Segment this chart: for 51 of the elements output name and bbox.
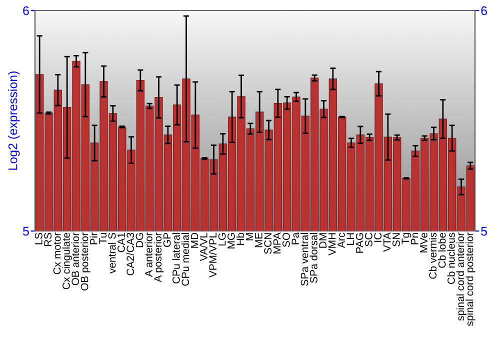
x-tick-label: IC bbox=[374, 232, 382, 242]
x-tick-label: VMH bbox=[328, 233, 336, 256]
x-tick-label: ME bbox=[255, 232, 262, 248]
x-tick-label: Cx motor bbox=[53, 232, 61, 274]
x-tick-label: DG bbox=[136, 233, 144, 248]
x-tick-label: PAG bbox=[356, 233, 364, 253]
x-tick-label: CPu lateral bbox=[172, 233, 180, 284]
x-tick-label: VA/VL bbox=[200, 232, 208, 262]
x-tick-label: Tu bbox=[99, 233, 107, 244]
x-tick-label: CPu medial bbox=[181, 233, 190, 286]
x-tick-label: CA2/CA3 bbox=[126, 232, 134, 276]
y2-tick-label: 6 bbox=[481, 6, 487, 16]
x-tick-label: A anterior bbox=[144, 232, 152, 277]
y2-tick-label: 5 bbox=[481, 226, 487, 236]
x-tick-label: spinal cord anterior bbox=[456, 232, 466, 321]
x-tick-label: OB posterior bbox=[80, 232, 90, 290]
x-tick-label: VPM/VPL bbox=[208, 232, 217, 278]
x-tick-label: ventral S bbox=[108, 232, 116, 274]
x-tick-label: SPa ventral bbox=[300, 233, 308, 286]
x-tick-label: OB anterior bbox=[71, 232, 80, 286]
x-tick-label: MPA bbox=[273, 232, 281, 254]
x-tick-label: Cb nucleus bbox=[447, 232, 455, 284]
x-tick-label: VTA bbox=[383, 232, 391, 252]
x-tick-label: Cb lobe bbox=[438, 232, 446, 268]
x-tick-label: Tg bbox=[402, 233, 412, 244]
x-tick-label: SCN bbox=[264, 233, 272, 254]
x-tick-label: Pa bbox=[292, 232, 300, 244]
x-tick-label: Arc bbox=[338, 232, 345, 248]
x-tick-label: M bbox=[246, 233, 254, 240]
x-tick-label: A posterior bbox=[154, 232, 164, 282]
x-tick-label: DM bbox=[319, 233, 326, 248]
x-tick-label: SO bbox=[282, 232, 290, 247]
x-tick-label: spinal cord posterior bbox=[466, 232, 476, 326]
x-tick-label: Pn bbox=[410, 233, 418, 244]
x-tick-label: SPa dorsal bbox=[310, 233, 318, 283]
x-tick-label: MG bbox=[228, 233, 235, 248]
x-tick-label: Pir bbox=[90, 232, 98, 244]
x-tick-label: LG bbox=[218, 233, 226, 246]
x-tick-label: GP bbox=[163, 232, 171, 247]
x-tick-label: SC bbox=[365, 232, 372, 246]
x-tick-label: SN bbox=[392, 233, 400, 246]
x-tick-label: CA1 bbox=[118, 232, 125, 252]
x-tick-label: Cb vermis bbox=[428, 232, 437, 279]
x-tick-label: RS bbox=[44, 232, 52, 246]
x-tick-label: MD bbox=[190, 232, 198, 248]
x-tick-label: MVe bbox=[420, 232, 428, 252]
x-tick-label: LH bbox=[346, 233, 354, 245]
x-tick-label: Hb bbox=[236, 232, 244, 245]
y-axis-title: Log2 (expression) bbox=[8, 71, 20, 170]
x-tick-label: Cx cingulate bbox=[62, 232, 72, 290]
x-tick-label: LS bbox=[35, 232, 42, 244]
